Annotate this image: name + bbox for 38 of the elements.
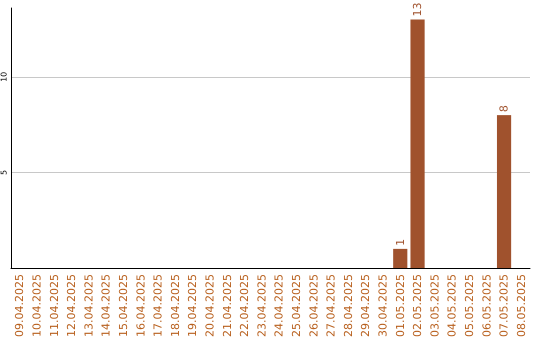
x-tick-label: 03.05.2025 bbox=[428, 274, 442, 338]
x-tick-label: 26.04.2025 bbox=[307, 274, 320, 338]
x-tick-label: 25.04.2025 bbox=[290, 274, 303, 338]
x-tick-label: 01.05.2025 bbox=[394, 274, 407, 338]
x-tick-label: 07.05.2025 bbox=[498, 274, 511, 338]
x-tick-label: 23.04.2025 bbox=[255, 274, 268, 338]
x-tick-label: 21.04.2025 bbox=[220, 274, 234, 338]
x-tick-label: 28.04.2025 bbox=[342, 274, 355, 338]
x-tick-label: 12.04.2025 bbox=[65, 274, 78, 338]
x-tick-label: 18.04.2025 bbox=[168, 274, 182, 338]
data-label: 8 bbox=[498, 105, 511, 112]
x-tick-label: 02.05.2025 bbox=[411, 274, 424, 338]
x-tick-label: 15.04.2025 bbox=[116, 274, 130, 338]
data-label: 13 bbox=[411, 2, 424, 16]
x-tick-label: 11.04.2025 bbox=[48, 274, 61, 338]
bar bbox=[410, 19, 425, 268]
x-tick-label: 14.04.2025 bbox=[100, 274, 113, 338]
bar bbox=[496, 115, 512, 268]
x-tick-label: 27.04.2025 bbox=[324, 274, 338, 338]
bar bbox=[393, 248, 408, 268]
x-tick-label: 22.04.2025 bbox=[238, 274, 252, 338]
data-label: 1 bbox=[394, 238, 407, 246]
x-tick-label: 17.04.2025 bbox=[152, 274, 165, 338]
x-tick-label: 29.04.2025 bbox=[359, 274, 372, 338]
x-tick-label: 16.04.2025 bbox=[134, 274, 148, 338]
x-tick-label: 10.04.2025 bbox=[30, 274, 44, 338]
x-tick-label: 24.04.2025 bbox=[272, 274, 286, 338]
y-tick-label: 5 bbox=[0, 170, 8, 175]
x-tick-label: 30.04.2025 bbox=[376, 274, 390, 338]
x-tick-label: 06.05.2025 bbox=[480, 274, 494, 338]
x-tick-label: 13.04.2025 bbox=[82, 274, 96, 338]
x-tick-label: 05.05.2025 bbox=[462, 274, 476, 338]
x-tick-label: 19.04.2025 bbox=[186, 274, 200, 338]
y-tick-label: 10 bbox=[0, 72, 8, 82]
x-tick-label: 04.05.2025 bbox=[446, 274, 459, 338]
x-tick-label: 20.04.2025 bbox=[203, 274, 216, 338]
x-tick-label: 09.04.2025 bbox=[13, 274, 26, 338]
x-tick-label: 08.05.2025 bbox=[514, 274, 528, 338]
